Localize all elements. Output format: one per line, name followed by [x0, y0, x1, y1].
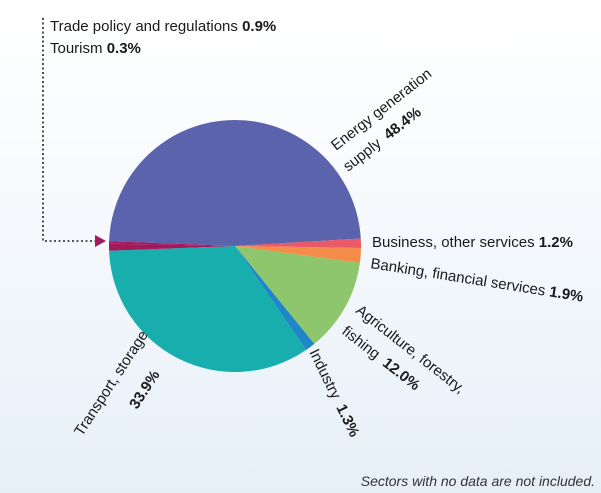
value-banking: 1.9%: [548, 283, 584, 305]
value-industry: 1.3%: [332, 402, 362, 440]
value-business: 1.2%: [539, 234, 573, 251]
pie-slices: [108, 119, 361, 373]
svg-text:Industry 1.3%: Industry 1.3%: [305, 346, 362, 439]
pie-slice-agriculture-forestry-fishing: [235, 246, 360, 344]
pie-slice-tourism: [109, 241, 235, 246]
label-industry: Industry 1.3%: [305, 346, 362, 439]
label-business: Business, other services 1.2%: [372, 234, 573, 251]
svg-text:Banking, financial services: Banking, financial services 1.9%: [369, 255, 584, 305]
pie-slice-banking-financial-services: [235, 246, 361, 263]
label-banking: Banking, financial services 1.9%: [369, 255, 584, 305]
label-trade: Trade policy and regulations 0.9%: [50, 18, 276, 35]
pie-slice-business-other-services: [235, 238, 361, 248]
footnote: Sectors with no data are not included.: [360, 473, 595, 489]
pie-slice-transport-storage: [109, 246, 307, 373]
svg-text:33.9%: 33.9%: [126, 367, 163, 412]
label-transport-value: 33.9%: [126, 367, 163, 412]
value-trade: 0.9%: [242, 18, 276, 35]
pie-slice-trade-policy-and-regulations: [108, 243, 235, 251]
pie-slice-industry: [235, 246, 315, 351]
value-tourism: 0.3%: [107, 40, 141, 57]
pie-slice-energy-generation-supply: [109, 119, 361, 246]
label-tourism: Tourism 0.3%: [50, 40, 141, 57]
leader-arrow: [95, 235, 106, 247]
